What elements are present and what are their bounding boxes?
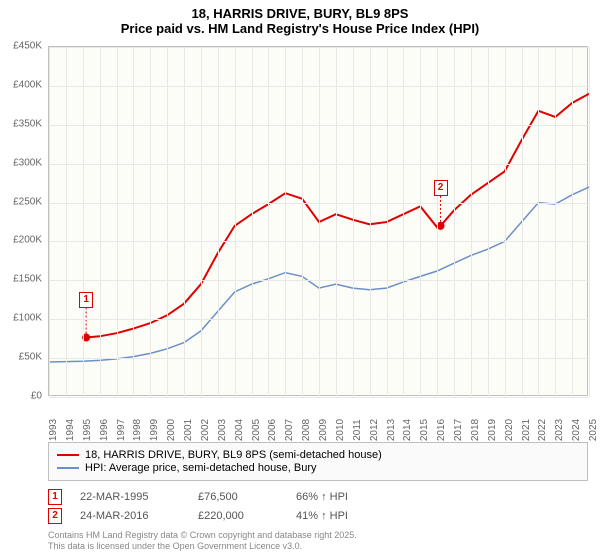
x-tick: 1999 xyxy=(149,419,160,441)
y-tick: £0 xyxy=(31,391,42,402)
plot-svg xyxy=(49,47,589,397)
y-tick: £100K xyxy=(13,313,42,324)
x-tick: 2009 xyxy=(318,419,329,441)
series-hpi xyxy=(49,187,589,362)
x-tick: 2025 xyxy=(588,419,599,441)
x-tick: 1996 xyxy=(99,419,110,441)
footer: Contains HM Land Registry data © Crown c… xyxy=(48,530,588,552)
title-line1: 18, HARRIS DRIVE, BURY, BL9 8PS xyxy=(0,6,600,21)
x-tick: 2023 xyxy=(554,419,565,441)
x-tick: 2022 xyxy=(537,419,548,441)
legend-label-0: 18, HARRIS DRIVE, BURY, BL9 8PS (semi-de… xyxy=(85,449,382,461)
sale-pct-0: 66% ↑ HPI xyxy=(296,491,396,503)
legend-row-0: 18, HARRIS DRIVE, BURY, BL9 8PS (semi-de… xyxy=(57,449,579,461)
x-tick: 2012 xyxy=(369,419,380,441)
y-tick: £50K xyxy=(19,352,42,363)
y-tick: £300K xyxy=(13,157,42,168)
legend-box: 18, HARRIS DRIVE, BURY, BL9 8PS (semi-de… xyxy=(48,442,588,481)
legend-row-1: HPI: Average price, semi-detached house,… xyxy=(57,462,579,474)
title-line2: Price paid vs. HM Land Registry's House … xyxy=(0,21,600,36)
x-tick: 2019 xyxy=(487,419,498,441)
x-tick: 2000 xyxy=(166,419,177,441)
legend-label-1: HPI: Average price, semi-detached house,… xyxy=(85,462,317,474)
sale-dot-1 xyxy=(82,334,90,342)
footer-line2: This data is licensed under the Open Gov… xyxy=(48,541,588,552)
sales-block: 1 22-MAR-1995 £76,500 66% ↑ HPI 2 24-MAR… xyxy=(48,486,588,527)
sale-date-0: 22-MAR-1995 xyxy=(80,491,180,503)
sale-price-1: £220,000 xyxy=(198,510,278,522)
x-axis: 1993 1994 1995 1996 1997 1998 1999 2000 2001 2002… xyxy=(48,398,588,438)
x-tick: 2014 xyxy=(402,419,413,441)
x-tick: 2003 xyxy=(217,419,228,441)
x-tick: 2016 xyxy=(436,419,447,441)
x-tick: 2021 xyxy=(521,419,532,441)
chart-container: 18, HARRIS DRIVE, BURY, BL9 8PS Price pa… xyxy=(0,0,600,560)
sale-price-0: £76,500 xyxy=(198,491,278,503)
y-tick: £400K xyxy=(13,79,42,90)
sale-dot-2 xyxy=(437,222,445,230)
y-tick: £450K xyxy=(13,41,42,52)
legend-swatch-red xyxy=(57,454,79,456)
x-tick: 1994 xyxy=(65,419,76,441)
sale-marker-1: 2 xyxy=(48,508,62,524)
sale-pct-1: 41% ↑ HPI xyxy=(296,510,396,522)
x-tick: 2004 xyxy=(234,419,245,441)
x-tick: 2010 xyxy=(335,419,346,441)
x-tick: 1997 xyxy=(116,419,127,441)
x-tick: 2002 xyxy=(200,419,211,441)
x-tick: 2005 xyxy=(251,419,262,441)
chart-marker-1: 1 xyxy=(79,292,93,308)
y-axis: £0£50K£100K£150K£200K£250K£300K£350K£400… xyxy=(0,46,46,396)
x-tick: 2008 xyxy=(301,419,312,441)
x-tick: 2024 xyxy=(571,419,582,441)
x-tick: 2013 xyxy=(386,419,397,441)
y-tick: £350K xyxy=(13,118,42,129)
x-tick: 1998 xyxy=(132,419,143,441)
x-tick: 2007 xyxy=(284,419,295,441)
legend-swatch-blue xyxy=(57,467,79,469)
x-tick: 2015 xyxy=(419,419,430,441)
x-tick: 2006 xyxy=(267,419,278,441)
x-tick: 2018 xyxy=(470,419,481,441)
title-block: 18, HARRIS DRIVE, BURY, BL9 8PS Price pa… xyxy=(0,0,600,38)
sale-row-1: 2 24-MAR-2016 £220,000 41% ↑ HPI xyxy=(48,508,588,524)
x-tick: 1993 xyxy=(48,419,59,441)
chart-marker-2: 2 xyxy=(434,180,448,196)
x-tick: 2017 xyxy=(453,419,464,441)
series-price_paid xyxy=(86,94,589,338)
footer-line1: Contains HM Land Registry data © Crown c… xyxy=(48,530,588,541)
sale-marker-0: 1 xyxy=(48,489,62,505)
y-tick: £150K xyxy=(13,274,42,285)
y-tick: £250K xyxy=(13,196,42,207)
sale-row-0: 1 22-MAR-1995 £76,500 66% ↑ HPI xyxy=(48,489,588,505)
x-tick: 2020 xyxy=(504,419,515,441)
x-tick: 1995 xyxy=(82,419,93,441)
plot-area: 12 xyxy=(48,46,588,396)
sale-date-1: 24-MAR-2016 xyxy=(80,510,180,522)
y-tick: £200K xyxy=(13,235,42,246)
x-tick: 2001 xyxy=(183,419,194,441)
x-tick: 2011 xyxy=(352,419,363,441)
